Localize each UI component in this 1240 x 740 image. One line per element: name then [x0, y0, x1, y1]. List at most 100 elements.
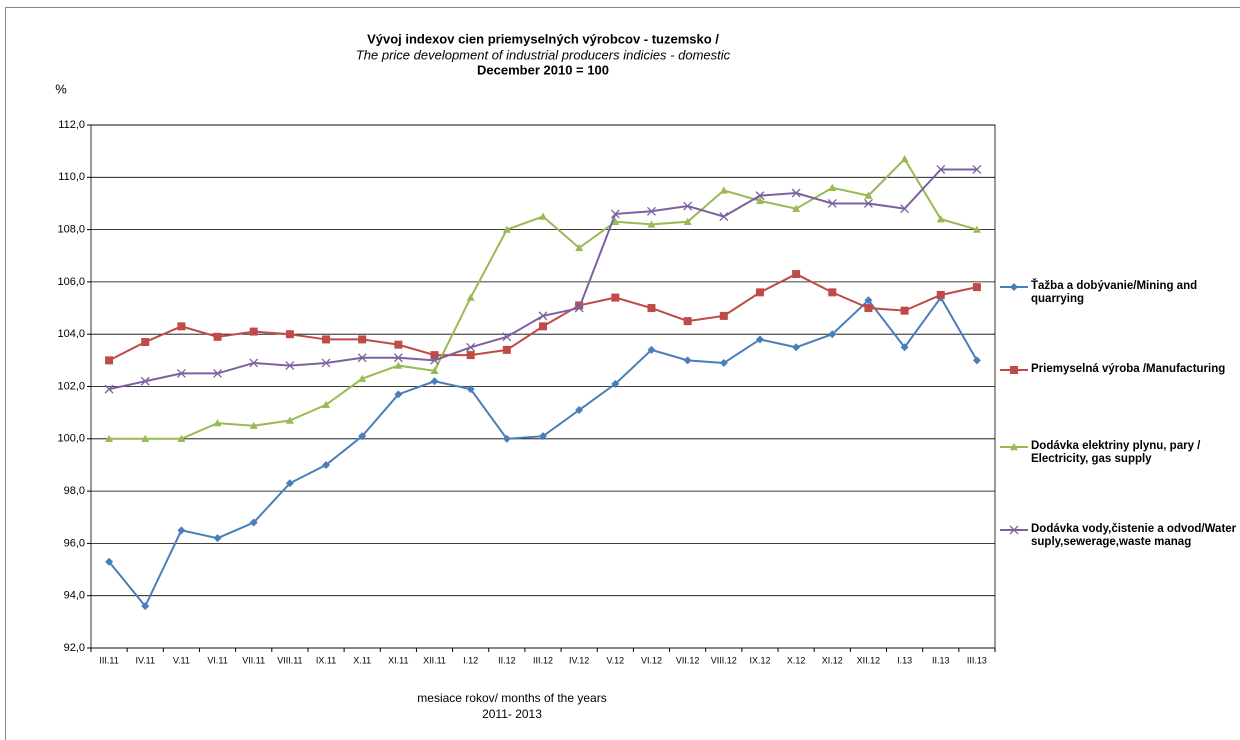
data-point [213, 419, 222, 427]
legend-label: Dodávka elektriny plynu, pary / Electric… [1031, 440, 1201, 465]
legend-label: Ťažba a dobývanie/Mining and quarrying [1031, 280, 1198, 305]
legend-marker [1010, 443, 1018, 451]
series-line [108, 168, 977, 391]
data-point [575, 406, 584, 415]
data-point [647, 220, 656, 228]
data-point [104, 384, 114, 394]
data-point [972, 225, 981, 233]
data-point [213, 332, 222, 341]
chart-border [5, 7, 1240, 740]
data-point [755, 196, 764, 205]
data-point [827, 198, 837, 208]
x-tick-label: IV.11 [135, 655, 155, 665]
data-point [863, 198, 873, 208]
x-tick-label: II.12 [498, 655, 516, 665]
x-tick-label: XI.12 [822, 655, 843, 665]
data-point [249, 518, 258, 527]
legend-label: Priemyselná výroba /Manufacturing [1031, 363, 1226, 375]
data-point [719, 358, 728, 367]
data-point [177, 322, 186, 331]
data-point [900, 343, 909, 352]
data-point [683, 201, 693, 211]
data-point [393, 353, 403, 363]
data-point [611, 293, 620, 302]
data-point [611, 217, 620, 225]
data-point [792, 270, 801, 279]
legend-marker [1010, 283, 1018, 291]
data-point [358, 374, 367, 382]
data-point [864, 191, 873, 199]
x-tick-label: II.13 [932, 655, 950, 665]
data-point [900, 306, 909, 315]
data-point [176, 368, 186, 378]
data-point [574, 303, 584, 313]
y-tick-label: 104,0 [57, 328, 85, 340]
data-point [828, 330, 837, 339]
data-point [322, 460, 331, 469]
data-point [394, 340, 403, 349]
x-tick-label: VI.12 [641, 655, 662, 665]
legend-marker [1009, 525, 1019, 535]
data-point [575, 243, 584, 252]
y-tick-label: 92,0 [64, 642, 85, 654]
data-point [683, 217, 692, 225]
data-point [249, 327, 258, 336]
data-point [502, 345, 511, 354]
data-point [538, 311, 548, 321]
data-point [358, 335, 367, 344]
data-point [864, 296, 873, 305]
data-point [285, 479, 294, 488]
y-tick-label: 96,0 [64, 537, 85, 549]
x-tick-label: I.12 [463, 655, 478, 665]
chart-subtitle: The price development of industrial prod… [356, 47, 731, 62]
data-point [177, 434, 186, 442]
chart-subtitle: December 2010 = 100 [477, 62, 609, 77]
data-point [792, 343, 801, 352]
x-tick-label: XI.11 [388, 655, 408, 665]
y-tick-label: 106,0 [57, 276, 85, 288]
legend-label: Dodávka vody,čistenie a odvod/Water supl… [1031, 523, 1237, 548]
data-point [828, 183, 837, 191]
x-axis-label: mesiace rokov/ months of the years [417, 691, 606, 705]
data-point [105, 434, 114, 442]
data-point [502, 225, 511, 233]
data-point [502, 332, 512, 342]
y-tick-label: 98,0 [64, 485, 85, 497]
data-point [755, 288, 764, 297]
data-point [430, 351, 439, 360]
data-point [140, 376, 150, 386]
data-point [213, 534, 222, 543]
x-tick-label: VI.11 [207, 655, 227, 665]
data-point [430, 355, 439, 365]
data-point [249, 421, 258, 429]
data-point [683, 317, 692, 326]
x-tick-label: I.13 [897, 655, 912, 665]
data-point [936, 164, 946, 174]
data-point [683, 356, 692, 365]
data-point [502, 434, 511, 443]
x-tick-label: VII.11 [242, 655, 265, 665]
data-point [105, 557, 114, 566]
plot-border [90, 124, 996, 649]
series-line [108, 295, 978, 609]
y-tick-label: 102,0 [57, 380, 85, 392]
data-point [792, 204, 801, 212]
x-tick-label: V.11 [173, 655, 190, 665]
data-point [755, 191, 765, 201]
data-point [430, 377, 439, 386]
data-point [755, 335, 764, 344]
data-point [249, 358, 259, 368]
data-point [719, 311, 728, 320]
x-tick-label: VII.12 [676, 655, 700, 665]
x-tick-label: IV.12 [569, 655, 589, 665]
data-point [936, 290, 945, 299]
data-point [719, 212, 729, 221]
x-tick-label: IX.11 [316, 655, 336, 665]
data-point [358, 432, 367, 441]
data-point [322, 400, 331, 409]
data-point [610, 209, 620, 219]
data-point [466, 385, 475, 394]
y-tick-label: 100,0 [57, 433, 85, 445]
